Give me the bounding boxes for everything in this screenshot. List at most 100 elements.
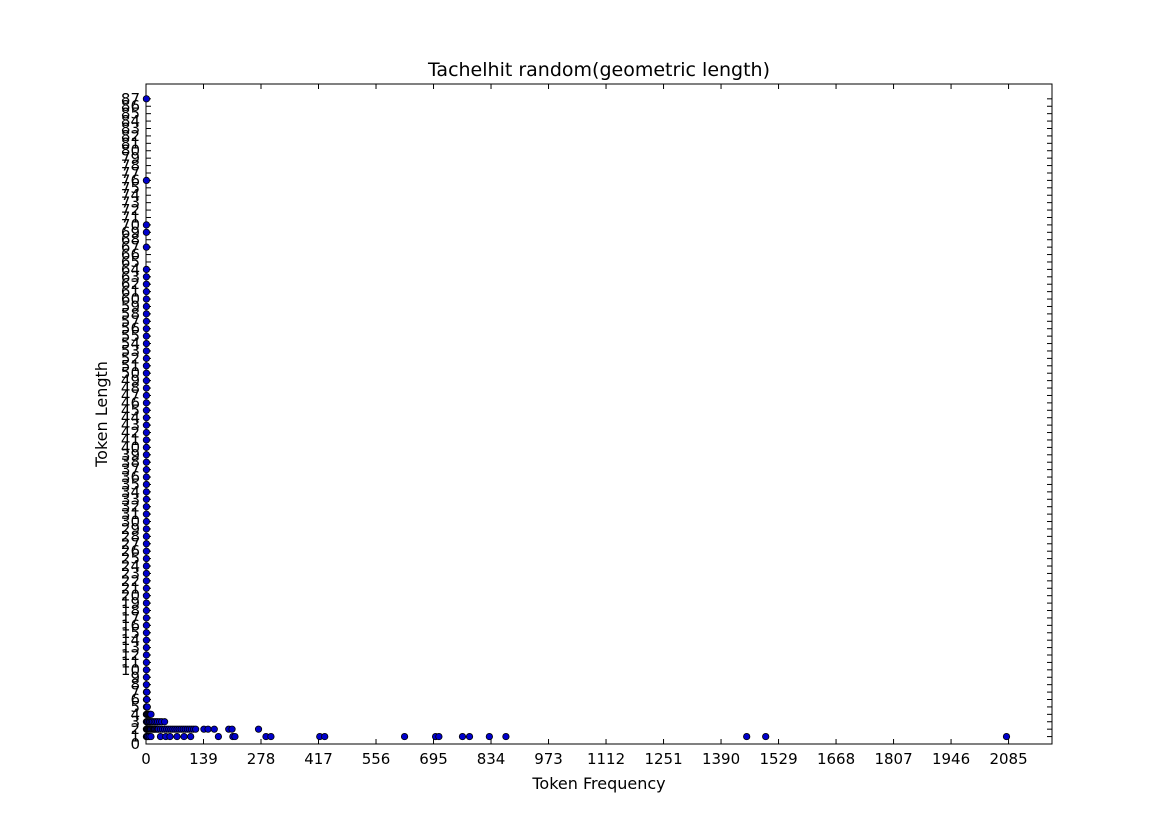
y-tick-label: 49 [121,372,140,390]
y-tick-label: 37 [121,461,140,479]
y-tick-label: 23 [121,564,140,582]
y-tick-label: 45 [121,401,140,419]
y-tick-label: 43 [121,416,140,434]
data-point [142,228,151,236]
data-point [142,666,151,674]
y-tick-label: 48 [121,379,140,397]
data-point [142,651,151,659]
data-point [142,606,151,615]
data-point [142,592,151,600]
data-point [142,584,151,592]
y-tick-label: 4 [130,705,140,723]
data-point [142,369,151,377]
y-tick-label: 62 [121,275,140,293]
y-tick-label: 70 [121,216,140,234]
data-point [142,577,151,585]
data-point [142,480,151,489]
x-tick-label: 973 [534,750,563,768]
x-tick-label: 1668 [817,750,855,768]
y-tick-label: 68 [121,231,140,249]
y-tick-label: 1 [130,728,140,746]
y-tick-label: 25 [121,550,140,568]
x-tick-label: 1946 [932,750,970,768]
y-tick-label: 75 [121,179,140,197]
y-tick-label: 47 [121,386,140,404]
data-point [142,384,151,392]
data-point [142,569,151,578]
data-point [210,725,218,733]
data-point [147,710,155,718]
data-point [142,325,151,333]
data-point [143,695,151,704]
y-tick-label: 71 [121,208,140,226]
y-tick-label: 58 [121,305,140,323]
y-tick-label: 34 [121,483,140,501]
x-tick-label: 139 [189,750,218,768]
data-point [142,658,151,667]
data-point [458,732,467,741]
data-point [267,732,275,741]
data-point [254,725,263,733]
y-tick-label: 17 [121,609,140,627]
y-tick-label: 19 [121,594,140,612]
data-point [143,688,151,696]
y-axis: 0123456789101112131415161718192021222324… [121,90,1052,753]
y-tick-label: 57 [121,312,140,330]
data-point [321,732,329,741]
data-point [142,473,151,481]
x-tick-label: 278 [247,750,276,768]
data-point [142,621,151,629]
x-tick-label: 1251 [644,750,682,768]
data-point [142,436,151,444]
y-tick-label: 26 [121,542,140,560]
y-tick-label: 31 [121,505,140,523]
y-tick-label: 22 [121,572,140,590]
data-point [142,288,151,296]
y-tick-label: 35 [121,475,140,493]
y-tick-label: 24 [121,557,140,575]
data-point [143,703,151,711]
y-tick-label: 11 [121,653,140,671]
data-point [142,636,151,644]
x-tick-label: 2085 [989,750,1027,768]
data-point [762,732,770,741]
data-point [142,421,151,429]
data-point [502,732,510,741]
data-point [142,354,151,362]
data-point [142,428,151,437]
data-point [1002,732,1011,741]
x-axis: 0 139 278 417 556 695 834 973 1112 1251 1390 1529 16… [141,84,1028,768]
y-tick-label: 78 [121,157,140,175]
y-tick-label: 28 [121,527,140,545]
y-tick-label: 12 [121,646,140,664]
y-tick-label: 73 [121,194,140,212]
chart-title: Tachelhit random(geometric length) [427,59,770,81]
y-tick-label: 84 [121,112,140,130]
y-tick-label: 13 [121,639,140,657]
y-tick-label: 59 [121,297,140,315]
data-point [142,540,151,548]
y-tick-label: 18 [121,602,140,620]
data-point [187,732,195,741]
data-point [142,443,151,451]
y-tick-label: 81 [121,134,140,152]
x-tick-label: 834 [477,750,506,768]
data-point [147,732,155,741]
data-point [435,732,443,741]
y-tick-label: 50 [121,364,140,382]
y-tick-label: 2 [130,720,140,738]
data-point [142,614,151,622]
data-point [142,265,151,273]
data-point [142,643,151,652]
y-tick-label: 9 [130,668,140,686]
y-tick-label: 61 [121,283,140,301]
y-tick-label: 10 [121,661,140,679]
data-point [142,629,151,637]
data-point [142,176,151,185]
data-point [142,362,151,370]
y-tick-label: 63 [121,268,140,286]
y-tick-label: 0 [130,735,140,753]
y-tick-label: 44 [121,409,140,427]
y-tick-label: 36 [121,468,140,486]
y-tick-label: 64 [121,260,140,278]
